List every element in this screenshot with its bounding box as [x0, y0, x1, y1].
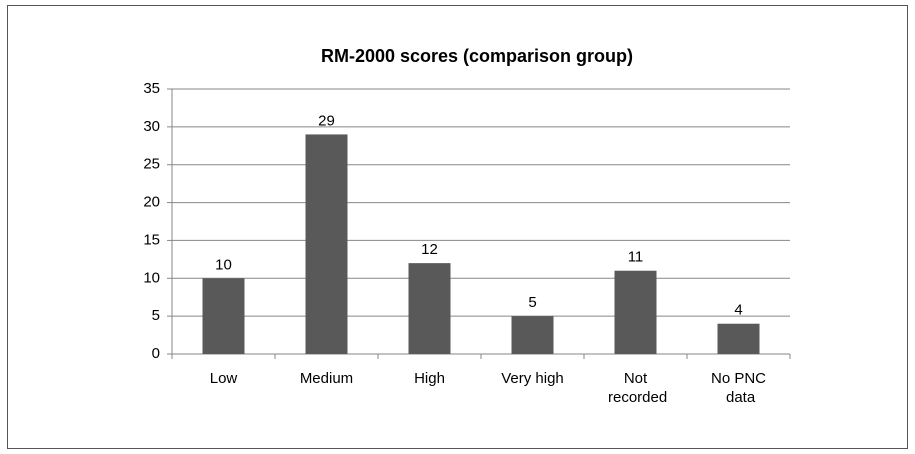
x-tick-label: Medium	[300, 370, 353, 387]
bar	[408, 263, 451, 354]
x-tick-label-line: data	[722, 389, 756, 406]
bar	[717, 323, 760, 354]
x-tick-label-line: No PNC	[711, 370, 766, 387]
x-tick-label: Very high	[501, 370, 564, 387]
chart-frame	[7, 5, 908, 449]
chart-title: RM-2000 scores (comparison group)	[321, 46, 633, 66]
data-label: 5	[528, 294, 536, 311]
data-label: 4	[734, 302, 742, 319]
bar	[511, 316, 554, 354]
y-tick-label: 15	[143, 231, 160, 248]
y-tick-label: 20	[143, 194, 160, 211]
x-tick-label: Not recorded	[604, 370, 667, 406]
bar	[202, 278, 245, 354]
x-tick-label: No PNC data	[711, 370, 766, 406]
data-label: 11	[628, 249, 644, 266]
x-tick-label-line: Not	[624, 370, 648, 387]
x-tick-label: High	[414, 370, 445, 387]
y-tick-label: 25	[143, 156, 160, 173]
bar	[305, 134, 348, 354]
data-label: 10	[215, 256, 232, 273]
bar	[614, 270, 657, 354]
x-tick-label-line: recorded	[604, 389, 667, 406]
data-label: 12	[421, 241, 438, 258]
y-tick-label: 0	[152, 345, 160, 362]
y-tick-label: 10	[143, 269, 160, 286]
y-tick-label: 30	[143, 118, 160, 135]
y-tick-label: 35	[143, 80, 160, 97]
data-label: 29	[318, 112, 335, 129]
y-tick-label: 5	[152, 307, 160, 324]
x-tick-label: Low	[210, 370, 238, 387]
